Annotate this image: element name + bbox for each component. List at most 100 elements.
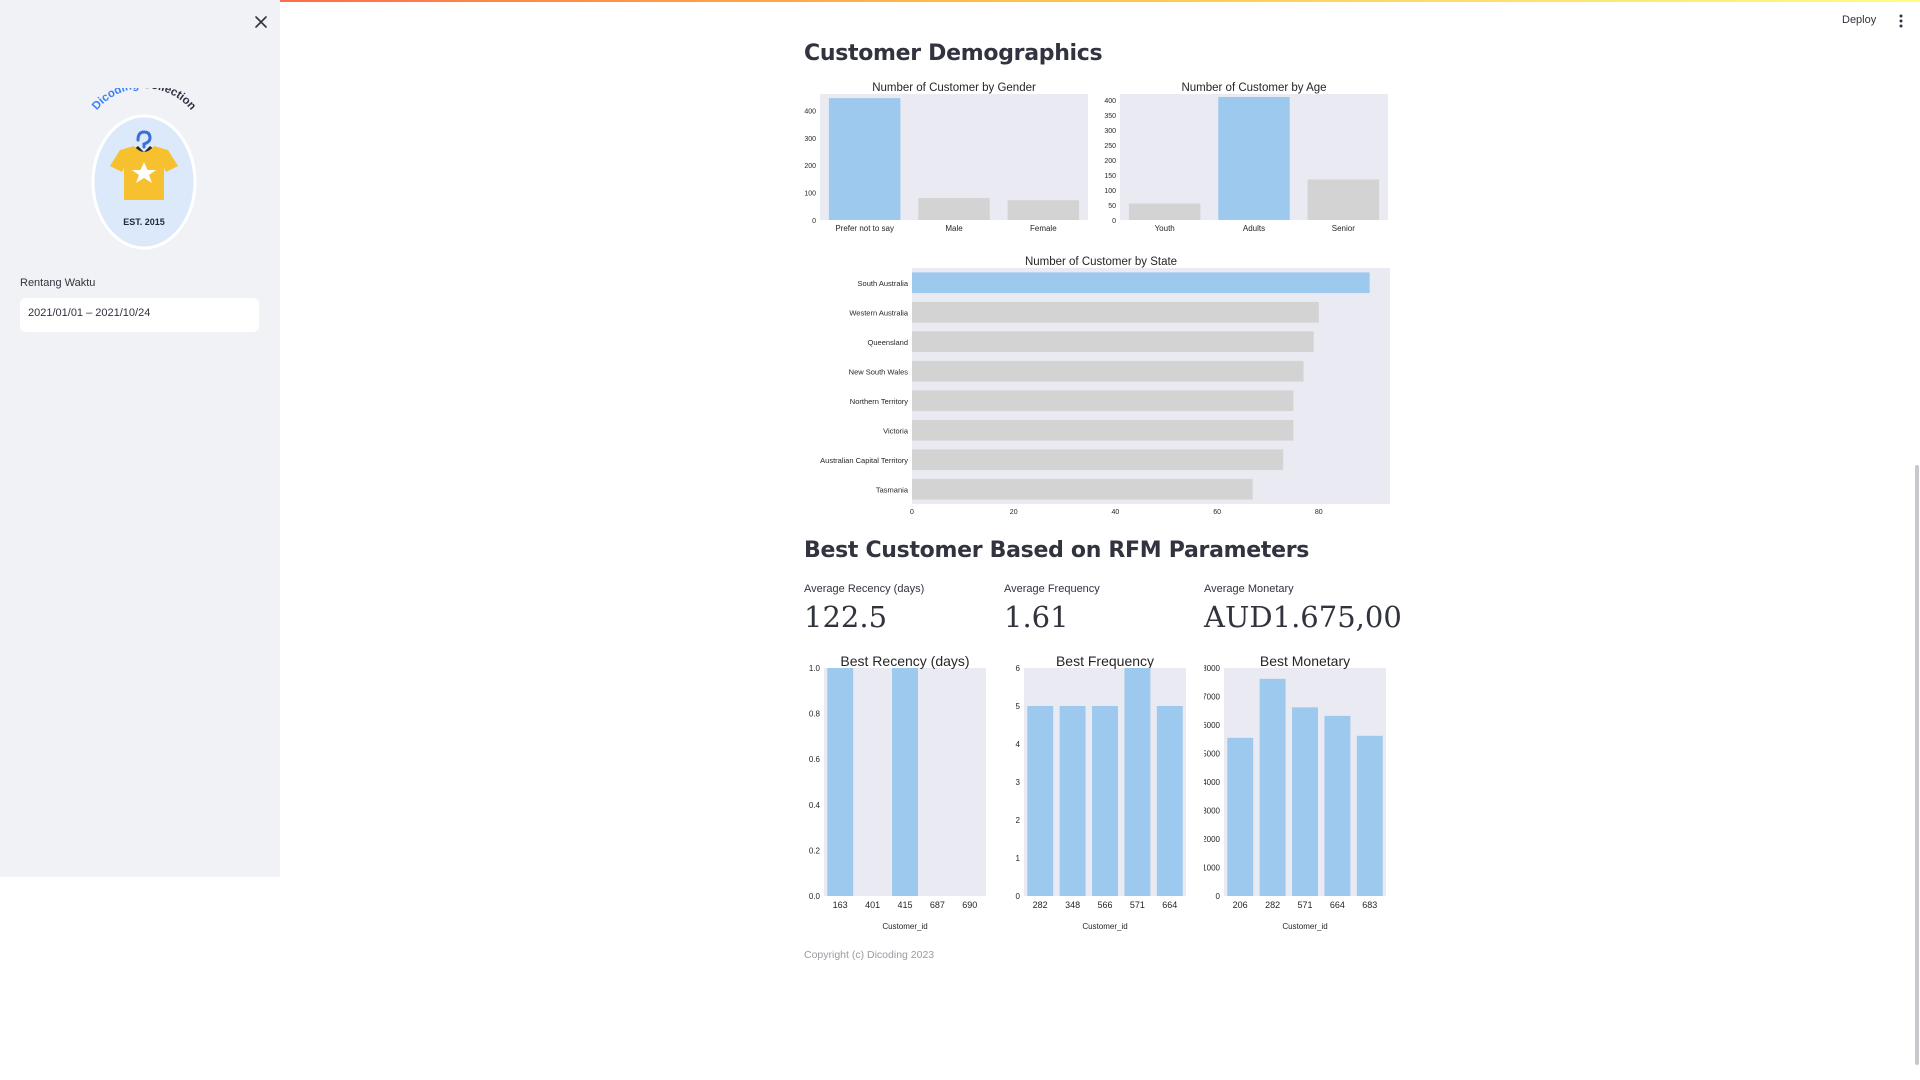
best-monetary-chart: Best Monetary 0 1000 2000 3000 4000 5000 6000 70… bbox=[1204, 653, 1386, 931]
bar bbox=[1124, 668, 1151, 896]
chart-title: Number of Customer by Age bbox=[1181, 82, 1326, 94]
chart-title: Best Monetary bbox=[1260, 653, 1350, 669]
x-tick-label: 566 bbox=[1097, 900, 1112, 910]
y-tick-label: South Australia bbox=[858, 279, 909, 288]
date-range-input[interactable]: 2021/01/01 – 2021/10/24 bbox=[20, 298, 259, 332]
x-tick-label: Female bbox=[1030, 224, 1057, 233]
bar bbox=[1356, 735, 1383, 896]
x-tick-label: 282 bbox=[1265, 900, 1280, 910]
x-tick-label: 571 bbox=[1130, 900, 1145, 910]
x-axis-label: Customer_id bbox=[1282, 922, 1327, 931]
x-tick-label: 683 bbox=[1362, 900, 1377, 910]
y-tick-label: 6000 bbox=[1204, 721, 1221, 730]
bar bbox=[912, 449, 1284, 471]
y-tick-label: 150 bbox=[1104, 173, 1116, 180]
bar bbox=[912, 419, 1294, 441]
metric-value-recency: 122.5 bbox=[804, 600, 888, 634]
chart-title: Best Recency (days) bbox=[840, 653, 969, 669]
x-tick-label: 664 bbox=[1162, 900, 1177, 910]
y-tick-label: 0.0 bbox=[809, 892, 821, 901]
y-tick-label: 0.4 bbox=[809, 801, 821, 810]
x-tick-label: Senior bbox=[1332, 224, 1355, 233]
x-tick-label: 690 bbox=[962, 900, 977, 910]
y-tick-label: Victoria bbox=[883, 426, 909, 435]
x-tick-label: 163 bbox=[833, 900, 848, 910]
sidebar: Dicoding Collection EST. 2015 Rentang Wa… bbox=[0, 0, 280, 877]
y-tick-label: Western Australia bbox=[849, 308, 908, 317]
y-tick-label: 400 bbox=[804, 108, 816, 115]
x-tick-label: 571 bbox=[1297, 900, 1312, 910]
metric-value-monetary: AUD1.675,00 bbox=[1204, 600, 1402, 634]
x-tick-label: 401 bbox=[865, 900, 880, 910]
chart-title: Best Frequency bbox=[1056, 653, 1154, 669]
bar bbox=[912, 301, 1319, 323]
age-bar-chart: Number of Customer by Age 0 50 100 150 200 250… bbox=[1104, 82, 1388, 233]
bar bbox=[912, 478, 1253, 500]
y-tick-label: 5000 bbox=[1204, 750, 1221, 759]
x-tick-label: 415 bbox=[897, 900, 912, 910]
logo: Dicoding Collection EST. 2015 bbox=[80, 79, 208, 256]
y-tick-label: 0 bbox=[1112, 218, 1116, 225]
y-tick-label: 0 bbox=[1016, 892, 1021, 901]
best-recency-chart: Best Recency (days) 0.0 0.2 0.4 0.6 0.8 1.0 163… bbox=[809, 653, 986, 931]
rfm-heading: Best Customer Based on RFM Parameters bbox=[804, 538, 1310, 563]
y-tick-label: 1000 bbox=[1204, 864, 1221, 873]
bar bbox=[1259, 678, 1286, 896]
footer-copyright: Copyright (c) Dicoding 2023 bbox=[804, 949, 935, 961]
y-tick-label: 0.2 bbox=[809, 846, 821, 855]
x-tick-label: 0 bbox=[910, 509, 914, 516]
y-tick-label: 300 bbox=[1104, 128, 1116, 135]
bar bbox=[1227, 737, 1254, 896]
x-tick-label: 60 bbox=[1213, 509, 1221, 516]
bar bbox=[827, 668, 854, 896]
bar bbox=[1007, 200, 1080, 220]
close-icon bbox=[255, 16, 267, 28]
main-menu-button[interactable] bbox=[1893, 12, 1909, 30]
more-vertical-icon bbox=[1899, 14, 1903, 28]
y-tick-label: 0 bbox=[812, 218, 816, 225]
bar bbox=[1156, 706, 1183, 896]
scrollbar-thumb[interactable] bbox=[1915, 465, 1919, 1065]
bar bbox=[1128, 203, 1201, 220]
chart-title: Number of Customer by State bbox=[1025, 256, 1177, 268]
deploy-button[interactable]: Deploy bbox=[1842, 14, 1877, 26]
y-tick-label: 6 bbox=[1016, 664, 1021, 673]
y-tick-label: 3 bbox=[1016, 778, 1021, 787]
bar bbox=[918, 198, 990, 220]
y-tick-label: 400 bbox=[1104, 98, 1116, 105]
y-tick-label: 100 bbox=[804, 191, 816, 198]
bar bbox=[912, 360, 1304, 382]
metric-label-monetary: Average Monetary bbox=[1204, 583, 1294, 595]
y-tick-label: 0.8 bbox=[809, 710, 821, 719]
y-tick-label: 7000 bbox=[1204, 693, 1221, 702]
y-tick-label: 1.0 bbox=[809, 664, 821, 673]
best-frequency-chart: Best Frequency 0 1 2 3 4 5 6 282 348 566 571 664 Cust… bbox=[1016, 653, 1186, 931]
y-tick-label: 3000 bbox=[1204, 807, 1221, 816]
bar bbox=[1092, 706, 1118, 896]
bar bbox=[1218, 97, 1290, 220]
metric-value-frequency: 1.61 bbox=[1004, 600, 1069, 634]
y-tick-label: New South Wales bbox=[849, 367, 909, 376]
x-tick-label: Male bbox=[945, 224, 963, 233]
top-decoration-line bbox=[0, 0, 1920, 2]
bar bbox=[828, 98, 901, 220]
x-tick-label: 80 bbox=[1315, 509, 1323, 516]
y-tick-label: Northern Territory bbox=[850, 397, 908, 406]
x-tick-label: 348 bbox=[1065, 900, 1080, 910]
x-tick-label: 20 bbox=[1010, 509, 1018, 516]
y-tick-label: 1 bbox=[1016, 854, 1021, 863]
x-tick-label: Adults bbox=[1243, 224, 1265, 233]
bar bbox=[912, 331, 1314, 353]
y-tick-label: 50 bbox=[1108, 203, 1116, 210]
y-tick-label: 200 bbox=[1104, 158, 1116, 165]
date-range-label: Rentang Waktu bbox=[20, 277, 96, 289]
bar bbox=[1307, 179, 1380, 220]
gender-bar-chart: Number of Customer by Gender 0 100 200 300 40… bbox=[804, 82, 1088, 233]
y-tick-label: 350 bbox=[1104, 113, 1116, 120]
bar bbox=[1292, 707, 1318, 896]
bar bbox=[1027, 706, 1054, 896]
sidebar-close-button[interactable] bbox=[250, 11, 272, 33]
x-tick-label: 687 bbox=[930, 900, 945, 910]
x-tick-label: Prefer not to say bbox=[835, 224, 894, 233]
y-tick-label: 300 bbox=[804, 136, 816, 143]
